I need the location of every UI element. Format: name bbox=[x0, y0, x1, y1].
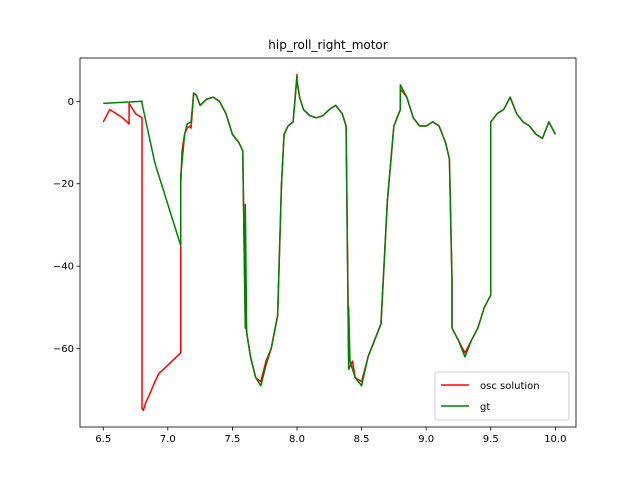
legend-box bbox=[434, 371, 570, 421]
x-tick-label: 7.5 bbox=[224, 434, 240, 445]
x-tick-label: 8.0 bbox=[289, 434, 305, 445]
x-tick-label: 7.0 bbox=[160, 434, 176, 445]
y-tick-label: 0 bbox=[68, 97, 74, 108]
x-tick-label: 8.5 bbox=[354, 434, 370, 445]
chart-title: hip_roll_right_motor bbox=[268, 38, 388, 52]
x-axis: 6.5 7.0 7.5 8.0 8.5 9.0 9.5 10.0 bbox=[95, 427, 566, 445]
legend-label-gt: gt bbox=[480, 402, 490, 413]
y-tick-label: −20 bbox=[53, 179, 74, 190]
plot-area-frame bbox=[79, 57, 577, 428]
series-layer bbox=[102, 73, 556, 412]
series-line-osc-solution bbox=[102, 73, 556, 412]
y-tick-label: −60 bbox=[53, 344, 74, 355]
x-tick-label: 10.0 bbox=[544, 434, 566, 445]
legend: osc solution gt bbox=[434, 371, 570, 421]
x-tick-label: 9.5 bbox=[483, 434, 499, 445]
x-tick-label: 6.5 bbox=[95, 434, 111, 445]
legend-label-osc-solution: osc solution bbox=[480, 381, 540, 392]
y-tick-label: −40 bbox=[53, 262, 74, 273]
series-line-gt bbox=[103, 75, 556, 387]
x-tick-label: 9.0 bbox=[418, 434, 434, 445]
y-axis: 0 −20 −40 −60 bbox=[53, 97, 80, 355]
